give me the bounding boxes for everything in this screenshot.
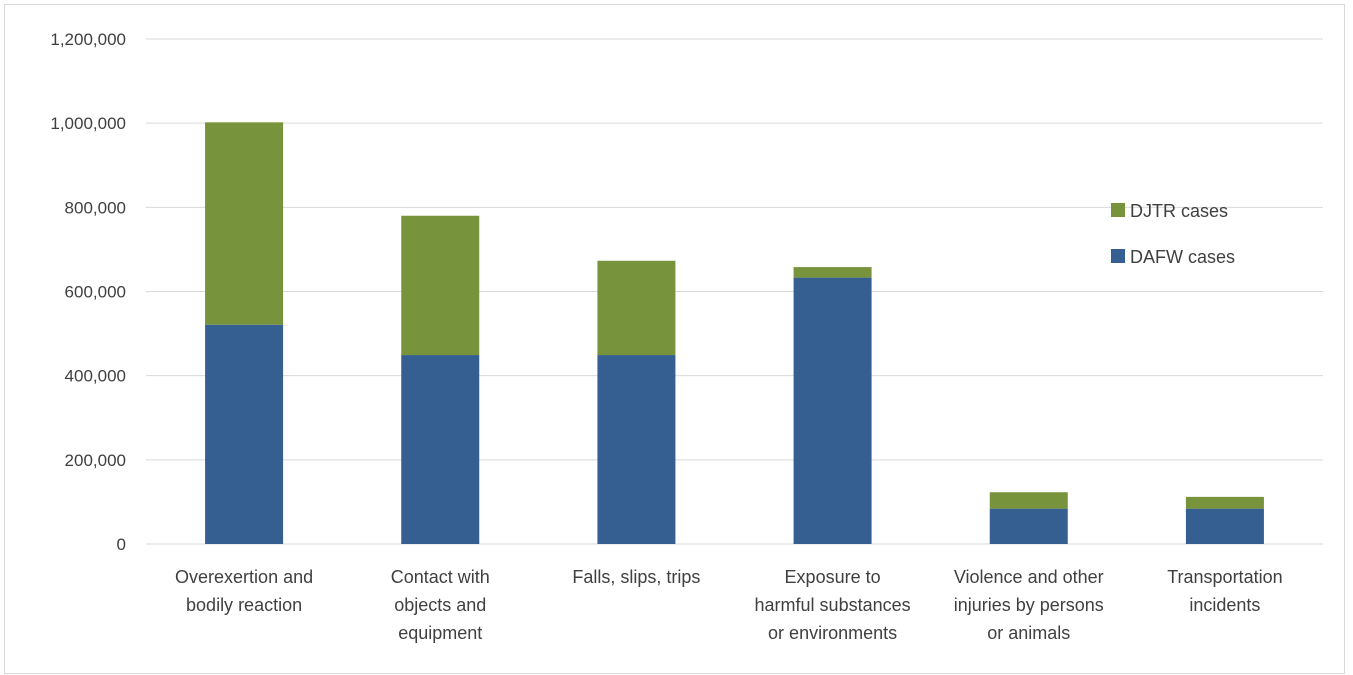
bar-djtr <box>989 492 1068 509</box>
x-tick-label: Violence and other <box>954 567 1104 587</box>
x-tick-label: harmful substances <box>755 595 911 615</box>
bar-dafw <box>1185 508 1264 544</box>
legend-label: DJTR cases <box>1130 201 1228 221</box>
legend-label: DAFW cases <box>1130 247 1235 267</box>
x-tick-label: or animals <box>987 623 1070 643</box>
y-tick-label: 400,000 <box>65 367 126 386</box>
bar-djtr <box>401 215 480 356</box>
x-tick-label: Falls, slips, trips <box>572 567 700 587</box>
x-tick-label: Transportation <box>1167 567 1282 587</box>
bar-dafw <box>205 324 284 544</box>
x-tick-label: equipment <box>398 623 482 643</box>
bar-dafw <box>597 355 676 544</box>
x-tick-label: incidents <box>1189 595 1260 615</box>
bar-dafw <box>793 277 872 544</box>
y-tick-label: 600,000 <box>65 283 126 302</box>
x-tick-label: Overexertion and <box>175 567 313 587</box>
stacked-bar-chart: 0 200,000 400,000 600,000 800,000 1,000,000 1,… <box>50 30 1323 643</box>
bar-dafw <box>401 355 480 544</box>
x-tick-label: Exposure to <box>785 567 881 587</box>
x-tick-label: objects and <box>394 595 486 615</box>
bar-djtr <box>205 122 284 325</box>
y-tick-label: 1,200,000 <box>50 30 126 49</box>
x-tick-label: injuries by persons <box>954 595 1104 615</box>
bar-djtr <box>1185 496 1264 509</box>
y-tick-label: 800,000 <box>65 198 126 217</box>
y-tick-label: 200,000 <box>65 451 126 470</box>
x-tick-label: bodily reaction <box>186 595 302 615</box>
x-tick-label: or environments <box>768 623 897 643</box>
y-tick-label: 1,000,000 <box>50 114 126 133</box>
legend-swatch <box>1111 203 1125 217</box>
bar-djtr <box>793 267 872 278</box>
legend-swatch <box>1111 249 1125 263</box>
x-tick-label: Contact with <box>391 567 490 587</box>
bar-dafw <box>989 508 1068 544</box>
chart-frame: 0 200,000 400,000 600,000 800,000 1,000,000 1,… <box>4 4 1345 674</box>
y-tick-label: 0 <box>117 535 126 554</box>
bar-djtr <box>597 260 676 356</box>
